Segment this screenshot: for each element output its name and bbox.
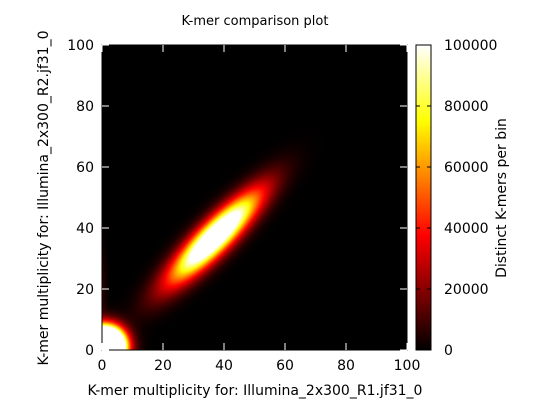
x-tick-label: 0 — [98, 358, 107, 374]
colorbar-axis: 0 20000 40000 60000 80000 100000 — [416, 38, 497, 359]
y-axis-label: K-mer multiplicity for: Illumina_2x300_R… — [36, 31, 52, 366]
y-tick-label: 80 — [76, 99, 94, 115]
y-tick-label: 60 — [76, 160, 94, 176]
x-tick-label: 80 — [337, 358, 355, 374]
heatmap-raster — [102, 45, 407, 350]
x-tick-label: 60 — [276, 358, 294, 374]
colorbar-frame — [415, 44, 432, 351]
x-tick-label: 100 — [394, 358, 421, 374]
colorbar-label: Distinct K-mers per bin — [494, 118, 510, 278]
colorbar-tick-label: 20000 — [444, 282, 489, 298]
colorbar-gradient — [416, 45, 431, 350]
colorbar-tick-label: 100000 — [444, 38, 497, 54]
y-tick-label: 100 — [67, 38, 94, 54]
x-axis-label: K-mer multiplicity for: Illumina_2x300_R… — [88, 383, 423, 399]
x-axis: 0 20 40 60 80 100 — [98, 45, 421, 374]
y-tick-label: 40 — [76, 221, 94, 237]
colorbar-tick-label: 0 — [444, 343, 453, 359]
heatmap-image — [102, 45, 407, 350]
colorbar-tick-label: 80000 — [444, 99, 489, 115]
colorbar-tick-label: 40000 — [444, 221, 489, 237]
plot-frame — [101, 44, 408, 351]
y-tick-label: 0 — [85, 343, 94, 359]
y-tick-label: 20 — [76, 282, 94, 298]
colorbar — [416, 45, 431, 350]
colorbar-tick-label: 60000 — [444, 160, 489, 176]
x-tick-label: 20 — [154, 358, 172, 374]
y-axis: 0 20 40 60 80 100 — [67, 38, 407, 359]
x-tick-label: 40 — [215, 358, 233, 374]
chart-title: K-mer comparison plot — [182, 14, 329, 29]
